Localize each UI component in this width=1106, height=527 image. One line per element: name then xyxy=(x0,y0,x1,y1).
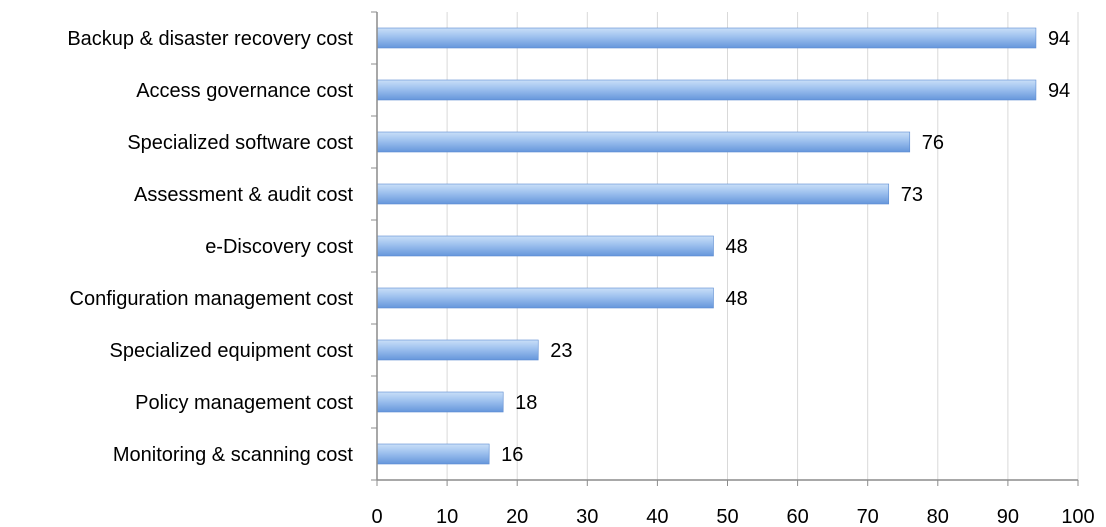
x-tick-label: 70 xyxy=(857,506,879,527)
category-label: Access governance cost xyxy=(136,80,353,102)
bar xyxy=(376,443,490,465)
x-tick-label: 100 xyxy=(1061,506,1094,527)
x-tick-label: 0 xyxy=(371,506,382,527)
data-label: 94 xyxy=(1048,80,1070,102)
data-label: 48 xyxy=(725,288,747,310)
bar xyxy=(376,287,714,309)
data-label: 48 xyxy=(725,236,747,258)
bar xyxy=(376,27,1037,49)
bar xyxy=(376,183,890,205)
data-label: 73 xyxy=(901,184,923,206)
x-tick-label: 30 xyxy=(576,506,598,527)
bar xyxy=(376,391,504,413)
bar xyxy=(376,79,1037,101)
labels: 0 10 20 30 40 50 60 70 80 90 100 Backup & disaster … xyxy=(67,28,1094,527)
category-label: Specialized software cost xyxy=(127,132,353,154)
data-label: 23 xyxy=(550,340,572,362)
bar xyxy=(376,235,714,257)
x-tick-label: 60 xyxy=(786,506,808,527)
x-tick-label: 20 xyxy=(506,506,528,527)
x-tick-label: 10 xyxy=(436,506,458,527)
bars xyxy=(376,27,1037,465)
x-tick-label: 90 xyxy=(997,506,1019,527)
category-label: e-Discovery cost xyxy=(205,236,353,258)
x-tick-label: 50 xyxy=(716,506,738,527)
bar xyxy=(376,339,539,361)
category-label: Monitoring & scanning cost xyxy=(113,444,354,466)
category-label: Backup & disaster recovery cost xyxy=(67,28,353,50)
data-label: 76 xyxy=(922,132,944,154)
x-tick-label: 80 xyxy=(927,506,949,527)
category-label: Specialized equipment cost xyxy=(110,340,354,362)
bar xyxy=(376,131,911,153)
category-label: Assessment & audit cost xyxy=(134,184,353,206)
axes xyxy=(371,11,1079,486)
data-label: 16 xyxy=(501,444,523,466)
x-tick-label: 40 xyxy=(646,506,668,527)
data-label: 18 xyxy=(515,392,537,414)
category-label: Policy management cost xyxy=(135,392,353,414)
category-label: Configuration management cost xyxy=(70,288,354,310)
data-label: 94 xyxy=(1048,28,1070,50)
